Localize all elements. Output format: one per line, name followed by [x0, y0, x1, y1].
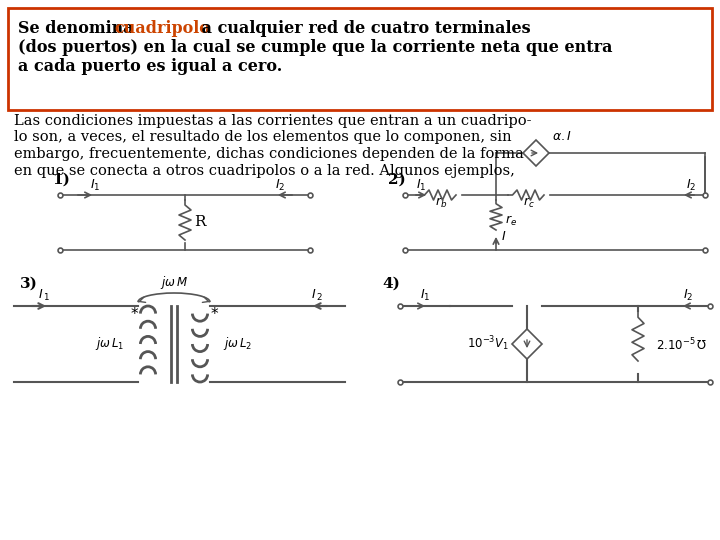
Text: 3): 3): [20, 277, 38, 291]
Text: a cualquier red de cuatro terminales: a cualquier red de cuatro terminales: [196, 20, 531, 37]
Text: $I_2$: $I_2$: [275, 178, 285, 193]
Text: $I_2$: $I_2$: [683, 288, 693, 303]
Text: $I_2$: $I_2$: [686, 178, 696, 193]
Text: $10^{-3}V_1$: $10^{-3}V_1$: [467, 335, 509, 353]
Text: 2): 2): [388, 173, 406, 187]
Text: embargo, frecuentemente, dichas condiciones dependen de la forma: embargo, frecuentemente, dichas condicio…: [14, 147, 524, 161]
Text: lo son, a veces, el resultado de los elementos que lo componen, sin: lo son, a veces, el resultado de los ele…: [14, 131, 512, 145]
Text: *: *: [210, 307, 218, 321]
Text: $r_e$: $r_e$: [505, 213, 517, 227]
Text: $j\omega\,L_1$: $j\omega\,L_1$: [95, 335, 125, 353]
Text: (dos puertos) en la cual se cumple que la corriente neta que entra: (dos puertos) en la cual se cumple que l…: [18, 39, 613, 56]
Text: $j\omega\,L_2$: $j\omega\,L_2$: [223, 335, 253, 353]
Text: $I_1$: $I_1$: [415, 178, 426, 193]
Text: Las condiciones impuestas a las corrientes que entran a un cuadripo-: Las condiciones impuestas a las corrient…: [14, 114, 531, 128]
Text: $I$: $I$: [501, 230, 506, 243]
Text: $I_1$: $I_1$: [420, 288, 431, 303]
Text: en que se conecta a otros cuadripolos o a la red. Algunos ejemplos,: en que se conecta a otros cuadripolos o …: [14, 164, 515, 178]
Text: $2.10^{-5}\,\mho$: $2.10^{-5}\,\mho$: [656, 336, 707, 352]
Text: 4): 4): [382, 277, 400, 291]
Text: $I_{\,2}$: $I_{\,2}$: [311, 288, 323, 303]
FancyBboxPatch shape: [8, 8, 712, 110]
Text: *: *: [130, 307, 138, 321]
Text: cuadripolo: cuadripolo: [114, 20, 210, 37]
Text: R: R: [194, 215, 205, 230]
Text: $r_c$: $r_c$: [523, 196, 535, 210]
Text: a cada puerto es igual a cero.: a cada puerto es igual a cero.: [18, 58, 282, 75]
Text: $I_{\,1}$: $I_{\,1}$: [38, 288, 50, 303]
Text: $j\omega\,M$: $j\omega\,M$: [160, 274, 188, 291]
Text: 1): 1): [52, 173, 70, 187]
Text: $I_1$: $I_1$: [90, 178, 100, 193]
Text: Se denomina: Se denomina: [18, 20, 139, 37]
Text: $r_b$: $r_b$: [435, 196, 447, 210]
Text: $\alpha.I$: $\alpha.I$: [552, 130, 572, 143]
